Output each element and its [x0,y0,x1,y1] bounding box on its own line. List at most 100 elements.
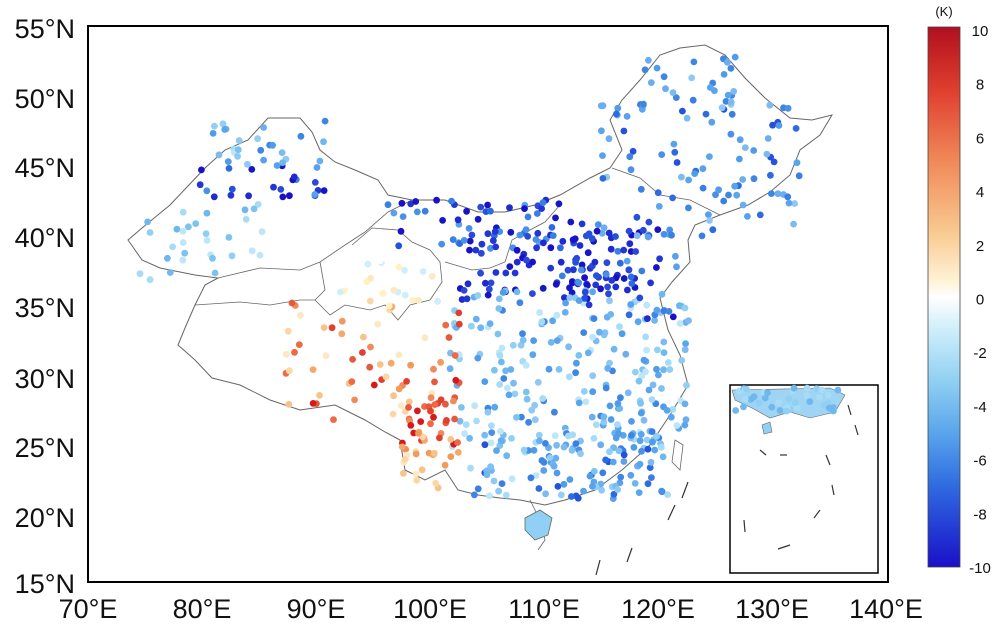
station-dot [610,345,618,353]
station-dot [606,448,613,456]
station-dot [495,295,503,303]
station-dot [598,229,606,237]
station-dot [706,153,713,161]
station-dot [648,428,656,435]
station-dot [664,359,672,366]
station-dot [447,436,455,443]
station-dot [572,369,579,377]
station-dot [645,386,653,394]
station-dot [612,233,619,240]
station-dot [793,159,801,167]
station-dot [468,231,476,239]
station-dot [785,199,793,207]
station-dot [505,391,513,399]
latitude-labels: 55°N 50°N 45°N 40°N 35°N 30°N 25°N 20°N 15°N [15,14,75,599]
station-dot [628,431,635,439]
station-dot [614,421,621,428]
sea-dashes [595,481,689,576]
station-dot [173,225,181,233]
station-dot [818,386,826,394]
station-dot [626,240,634,248]
longitude-label: 120°E [621,594,695,624]
station-dot [567,218,575,226]
station-dot [706,84,714,91]
station-dot [617,473,625,481]
station-dot [561,294,568,302]
station-dot [590,315,598,322]
station-dot [573,359,580,367]
station-dot [431,449,438,457]
station-dot [622,350,630,358]
station-dot [606,402,614,410]
station-dot [486,320,494,327]
station-dot [270,183,277,191]
colorbar-tick-label: -2 [973,345,986,362]
station-dot [487,439,495,447]
latitude-label: 50°N [15,84,75,114]
station-dot [542,440,549,447]
colorbar-tick-label: -8 [973,506,986,523]
station-dot [685,317,692,324]
station-dot [481,431,489,439]
station-dot [635,489,643,496]
station-dot [536,437,543,445]
station-dot [557,244,564,252]
station-dot [320,187,328,195]
station-dot [683,381,690,389]
station-dot [468,322,475,330]
station-dot [506,204,513,212]
station-dot [248,247,256,255]
station-dot [485,285,493,293]
station-dot [553,469,561,477]
station-dot [617,394,624,402]
station-dot [623,113,631,120]
station-dot [641,66,649,74]
station-dot [450,397,457,405]
longitude-label: 130°E [735,594,809,624]
station-dot [593,227,601,235]
station-dot [555,200,563,208]
station-dot [225,165,233,172]
hainan-island [524,509,553,541]
station-dot [502,269,510,277]
station-dot [522,388,530,396]
station-dot [653,432,660,440]
station-dot [555,366,563,373]
station-dot [806,398,814,406]
station-dot [613,110,620,118]
station-dot [633,232,641,240]
station-dot [535,485,543,492]
station-dot [530,446,538,454]
station-dot [624,286,631,294]
station-dot [547,339,555,346]
station-dot [604,364,612,372]
station-dot [576,242,584,249]
station-dot [509,341,517,349]
station-dot [382,373,390,381]
station-dot [733,191,741,199]
station-dot [625,311,633,319]
station-dot [699,165,707,173]
station-dot [791,399,799,406]
station-dot [466,246,473,254]
station-dot [666,226,674,234]
station-dot [234,152,242,160]
station-dot [637,185,645,193]
station-dot [291,348,298,356]
station-dot [273,162,281,169]
station-dot [618,330,626,338]
station-dot [454,216,462,224]
station-dot [580,388,588,395]
station-dot [181,249,189,257]
station-dot [654,189,662,197]
colorbar [927,26,961,568]
station-dot [620,127,628,135]
station-dot [660,230,668,238]
station-dot [269,141,276,149]
station-dot [241,206,249,214]
station-dot [750,393,758,401]
station-dot [519,330,526,338]
station-dot [442,400,449,408]
station-dot [203,209,211,217]
station-dot [532,236,540,243]
